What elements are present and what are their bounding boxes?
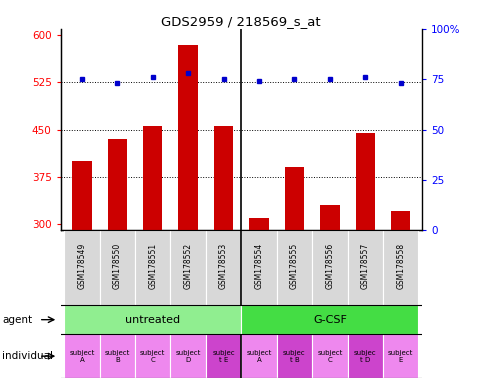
Bar [143,126,162,230]
Bar [64,305,241,334]
Title: GDS2959 / 218569_s_at: GDS2959 / 218569_s_at [161,15,320,28]
Bar [170,334,205,378]
Text: agent: agent [2,314,32,325]
Text: GSM178554: GSM178554 [254,243,263,290]
Bar [213,126,233,230]
Text: GSM178552: GSM178552 [183,243,192,290]
Bar [135,230,170,305]
Bar [170,230,205,305]
Bar [312,334,347,378]
Text: subjec
t B: subjec t B [283,350,305,362]
Bar [178,45,197,230]
Text: individual: individual [2,351,53,361]
Text: GSM178555: GSM178555 [289,243,298,290]
Bar [64,230,99,305]
Bar [284,167,303,230]
Text: subjec
t E: subjec t E [212,350,234,362]
Text: GSM178550: GSM178550 [113,243,121,290]
Bar [99,230,135,305]
Text: subject
C: subject C [317,350,342,362]
Text: subject
A: subject A [69,350,94,362]
Bar [99,334,135,378]
Text: G-CSF: G-CSF [312,314,346,325]
Text: GSM178557: GSM178557 [360,243,369,290]
Text: subjec
t D: subjec t D [353,350,376,362]
Text: GSM178551: GSM178551 [148,243,157,290]
Bar [205,334,241,378]
Bar [347,334,382,378]
Text: subject
B: subject B [105,350,130,362]
Bar [319,205,339,230]
Bar [276,334,312,378]
Bar [382,334,418,378]
Bar [355,133,374,230]
Bar [241,305,418,334]
Text: GSM178553: GSM178553 [219,243,227,290]
Bar [64,334,99,378]
Bar [312,230,347,305]
Text: GSM178549: GSM178549 [77,243,86,290]
Bar [382,230,418,305]
Bar [241,230,276,305]
Text: untreated: untreated [125,314,180,325]
Text: GSM178558: GSM178558 [395,243,404,290]
Bar [241,334,276,378]
Bar [276,230,312,305]
Text: subject
E: subject E [387,350,412,362]
Bar [205,230,241,305]
Text: subject
C: subject C [140,350,165,362]
Bar [390,212,409,230]
Bar [347,230,382,305]
Bar [72,161,91,230]
Text: subject
D: subject D [175,350,200,362]
Bar [107,139,127,230]
Text: GSM178556: GSM178556 [325,243,333,290]
Text: subject
A: subject A [246,350,271,362]
Bar [135,334,170,378]
Bar [249,218,268,230]
